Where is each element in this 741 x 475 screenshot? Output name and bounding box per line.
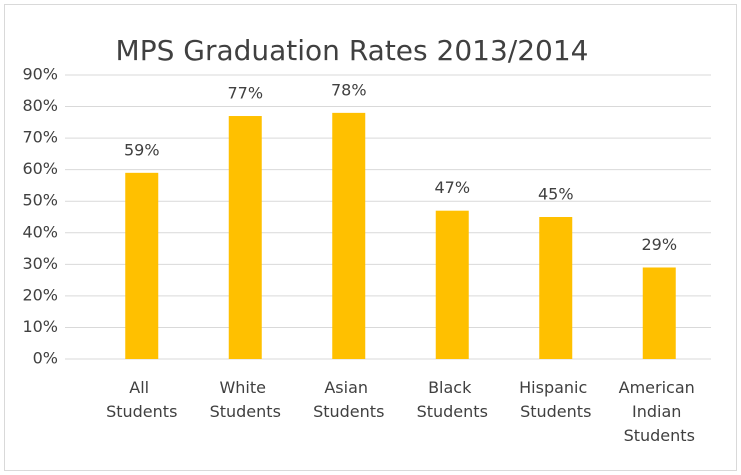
data-label: 78% <box>331 80 367 99</box>
bar <box>125 172 159 359</box>
y-tick-label: 40% <box>22 222 58 241</box>
x-tick-label: Hispanic Students <box>519 378 592 421</box>
data-label: 45% <box>538 185 574 204</box>
y-tick-label: 50% <box>22 191 58 210</box>
bar <box>539 217 573 359</box>
y-tick-label: 10% <box>22 317 58 336</box>
x-tick-label: White Students <box>210 378 281 421</box>
x-tick-label: Black Students <box>417 378 488 421</box>
y-tick-label: 70% <box>22 128 58 147</box>
x-tick-label: American Indian Students <box>619 378 700 445</box>
y-tick-label: 30% <box>22 254 58 273</box>
x-tick-label: Asian Students <box>313 378 384 421</box>
chart-title: MPS Graduation Rates 2013/2014 <box>116 34 589 67</box>
data-label: 59% <box>124 140 160 159</box>
y-tick-label: 20% <box>22 285 58 304</box>
y-tick-label: 80% <box>22 96 58 115</box>
bar <box>642 267 676 359</box>
data-label: 77% <box>227 84 263 103</box>
x-tick-label: All Students <box>106 378 177 421</box>
data-label: 47% <box>434 178 470 197</box>
y-tick-label: 60% <box>22 159 58 178</box>
bar <box>332 112 366 359</box>
bar <box>228 116 262 360</box>
y-tick-label: 90% <box>22 65 58 84</box>
bar <box>435 210 469 359</box>
data-label: 29% <box>641 235 677 254</box>
y-tick-label: 0% <box>33 349 58 368</box>
